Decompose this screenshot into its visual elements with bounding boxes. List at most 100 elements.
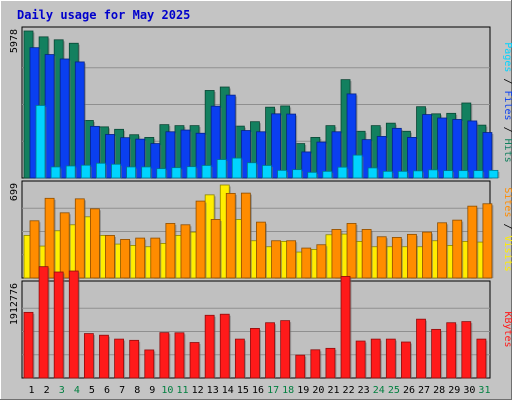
bar-pages-day-9 <box>156 168 167 179</box>
bar-files-day-7 <box>120 137 130 179</box>
bar-kbytes-day-27 <box>416 318 426 379</box>
bar-pages-day-25 <box>397 170 408 179</box>
chart-panel-3: 1912776 KBytes <box>9 266 512 379</box>
bar-sites-day-1 <box>29 220 40 279</box>
day-label: 3 <box>59 385 65 396</box>
bar-pages-day-2 <box>50 166 61 179</box>
day-label: 9 <box>149 385 155 396</box>
bar-pages-day-30 <box>473 170 484 179</box>
panel-max-label: 5978 <box>9 29 20 53</box>
day-label: 18 <box>282 385 294 396</box>
bar-sites-day-31 <box>482 203 493 279</box>
bar-files-day-17 <box>271 113 281 179</box>
bar-sites-day-11 <box>180 224 191 279</box>
bar-kbytes-day-3 <box>53 271 64 379</box>
bar-pages-day-31 <box>488 169 499 179</box>
bar-sites-day-25 <box>391 237 402 279</box>
bar-files-day-18 <box>286 113 297 179</box>
day-label: 15 <box>237 385 249 396</box>
bar-sites-day-28 <box>437 222 448 279</box>
bar-pages-day-7 <box>126 166 136 179</box>
bar-sites-day-21 <box>331 229 342 279</box>
bar-sites-day-24 <box>376 236 387 279</box>
bar-kbytes-day-7 <box>114 338 124 379</box>
bar-sites-day-16 <box>256 221 266 279</box>
bar-kbytes-day-13 <box>204 314 215 379</box>
bar-kbytes-day-23 <box>355 340 366 379</box>
bar-kbytes-day-30 <box>461 321 472 379</box>
panel-max-label: 1912776 <box>9 283 20 325</box>
bar-kbytes-day-21 <box>325 347 336 379</box>
bar-pages-day-27 <box>428 169 438 179</box>
bar-sites-day-13 <box>210 219 221 279</box>
bar-files-day-11 <box>180 129 191 179</box>
day-label: 21 <box>327 385 339 396</box>
bar-pages-day-1 <box>35 105 46 179</box>
day-label: 4 <box>74 385 80 396</box>
bar-pages-day-11 <box>186 166 197 179</box>
bar-kbytes-day-29 <box>446 322 457 379</box>
bar-kbytes-day-26 <box>401 341 411 379</box>
day-label: 1 <box>29 385 35 396</box>
day-label: 24 <box>373 385 385 396</box>
bar-files-day-15 <box>240 130 251 179</box>
bar-kbytes-day-28 <box>431 328 442 379</box>
bar-files-day-26 <box>407 137 417 179</box>
bar-files-day-27 <box>422 114 432 179</box>
bar-files-day-30 <box>467 120 478 179</box>
bar-pages-day-29 <box>458 170 469 179</box>
chart-title: Daily usage for May 2025 <box>17 8 190 22</box>
bar-sites-day-5 <box>89 208 100 279</box>
bar-sites-day-12 <box>195 200 206 279</box>
bar-files-day-28 <box>437 117 448 179</box>
day-label: 10 <box>161 385 173 396</box>
bar-kbytes-day-25 <box>385 338 396 379</box>
chart-panel-2: 699 Sites / Visits <box>9 180 512 279</box>
panel-legend-2: Sites / Visits <box>502 187 512 271</box>
bar-files-day-22 <box>346 93 357 179</box>
legend-entry: / <box>502 217 512 235</box>
bar-sites-day-4 <box>74 198 85 279</box>
bar-files-day-4 <box>74 61 85 179</box>
day-label: 28 <box>433 385 445 396</box>
bar-files-day-14 <box>225 94 236 179</box>
bar-sites-day-8 <box>135 237 146 279</box>
bar-sites-day-6 <box>105 235 115 279</box>
bar-kbytes-day-15 <box>234 338 245 379</box>
bar-pages-day-22 <box>352 154 363 179</box>
bar-sites-day-10 <box>165 223 176 279</box>
bar-pages-day-4 <box>80 164 91 179</box>
bar-pages-day-15 <box>246 162 257 179</box>
day-label: 7 <box>119 385 125 396</box>
bar-pages-day-19 <box>307 171 318 179</box>
day-label: 14 <box>222 385 234 396</box>
bar-kbytes-day-14 <box>219 313 230 379</box>
bar-kbytes-day-9 <box>144 349 155 379</box>
bar-sites-day-7 <box>120 239 130 279</box>
legend-entry: / <box>502 121 512 139</box>
bar-sites-day-26 <box>407 233 417 279</box>
bar-files-day-8 <box>135 138 146 179</box>
legend-entry: Pages <box>502 42 512 72</box>
bar-kbytes-day-2 <box>38 266 49 379</box>
bar-kbytes-day-12 <box>189 342 200 379</box>
day-label: 29 <box>448 385 460 396</box>
legend-entry: Sites <box>502 187 512 217</box>
panel-legend-3: KBytes <box>502 311 512 347</box>
day-label: 31 <box>478 385 490 396</box>
bar-files-day-21 <box>331 131 342 179</box>
day-label: 19 <box>297 385 309 396</box>
bar-sites-day-18 <box>286 240 297 279</box>
bar-sites-day-30 <box>467 205 478 279</box>
bar-files-day-12 <box>195 132 206 179</box>
bar-files-day-19 <box>301 151 312 179</box>
bar-kbytes-day-11 <box>174 332 185 379</box>
day-label: 17 <box>267 385 279 396</box>
legend-entry: Files <box>502 90 512 120</box>
bar-sites-day-14 <box>225 192 236 279</box>
bar-kbytes-day-19 <box>295 354 306 379</box>
day-label: 20 <box>312 385 324 396</box>
bar-pages-day-26 <box>413 170 423 179</box>
